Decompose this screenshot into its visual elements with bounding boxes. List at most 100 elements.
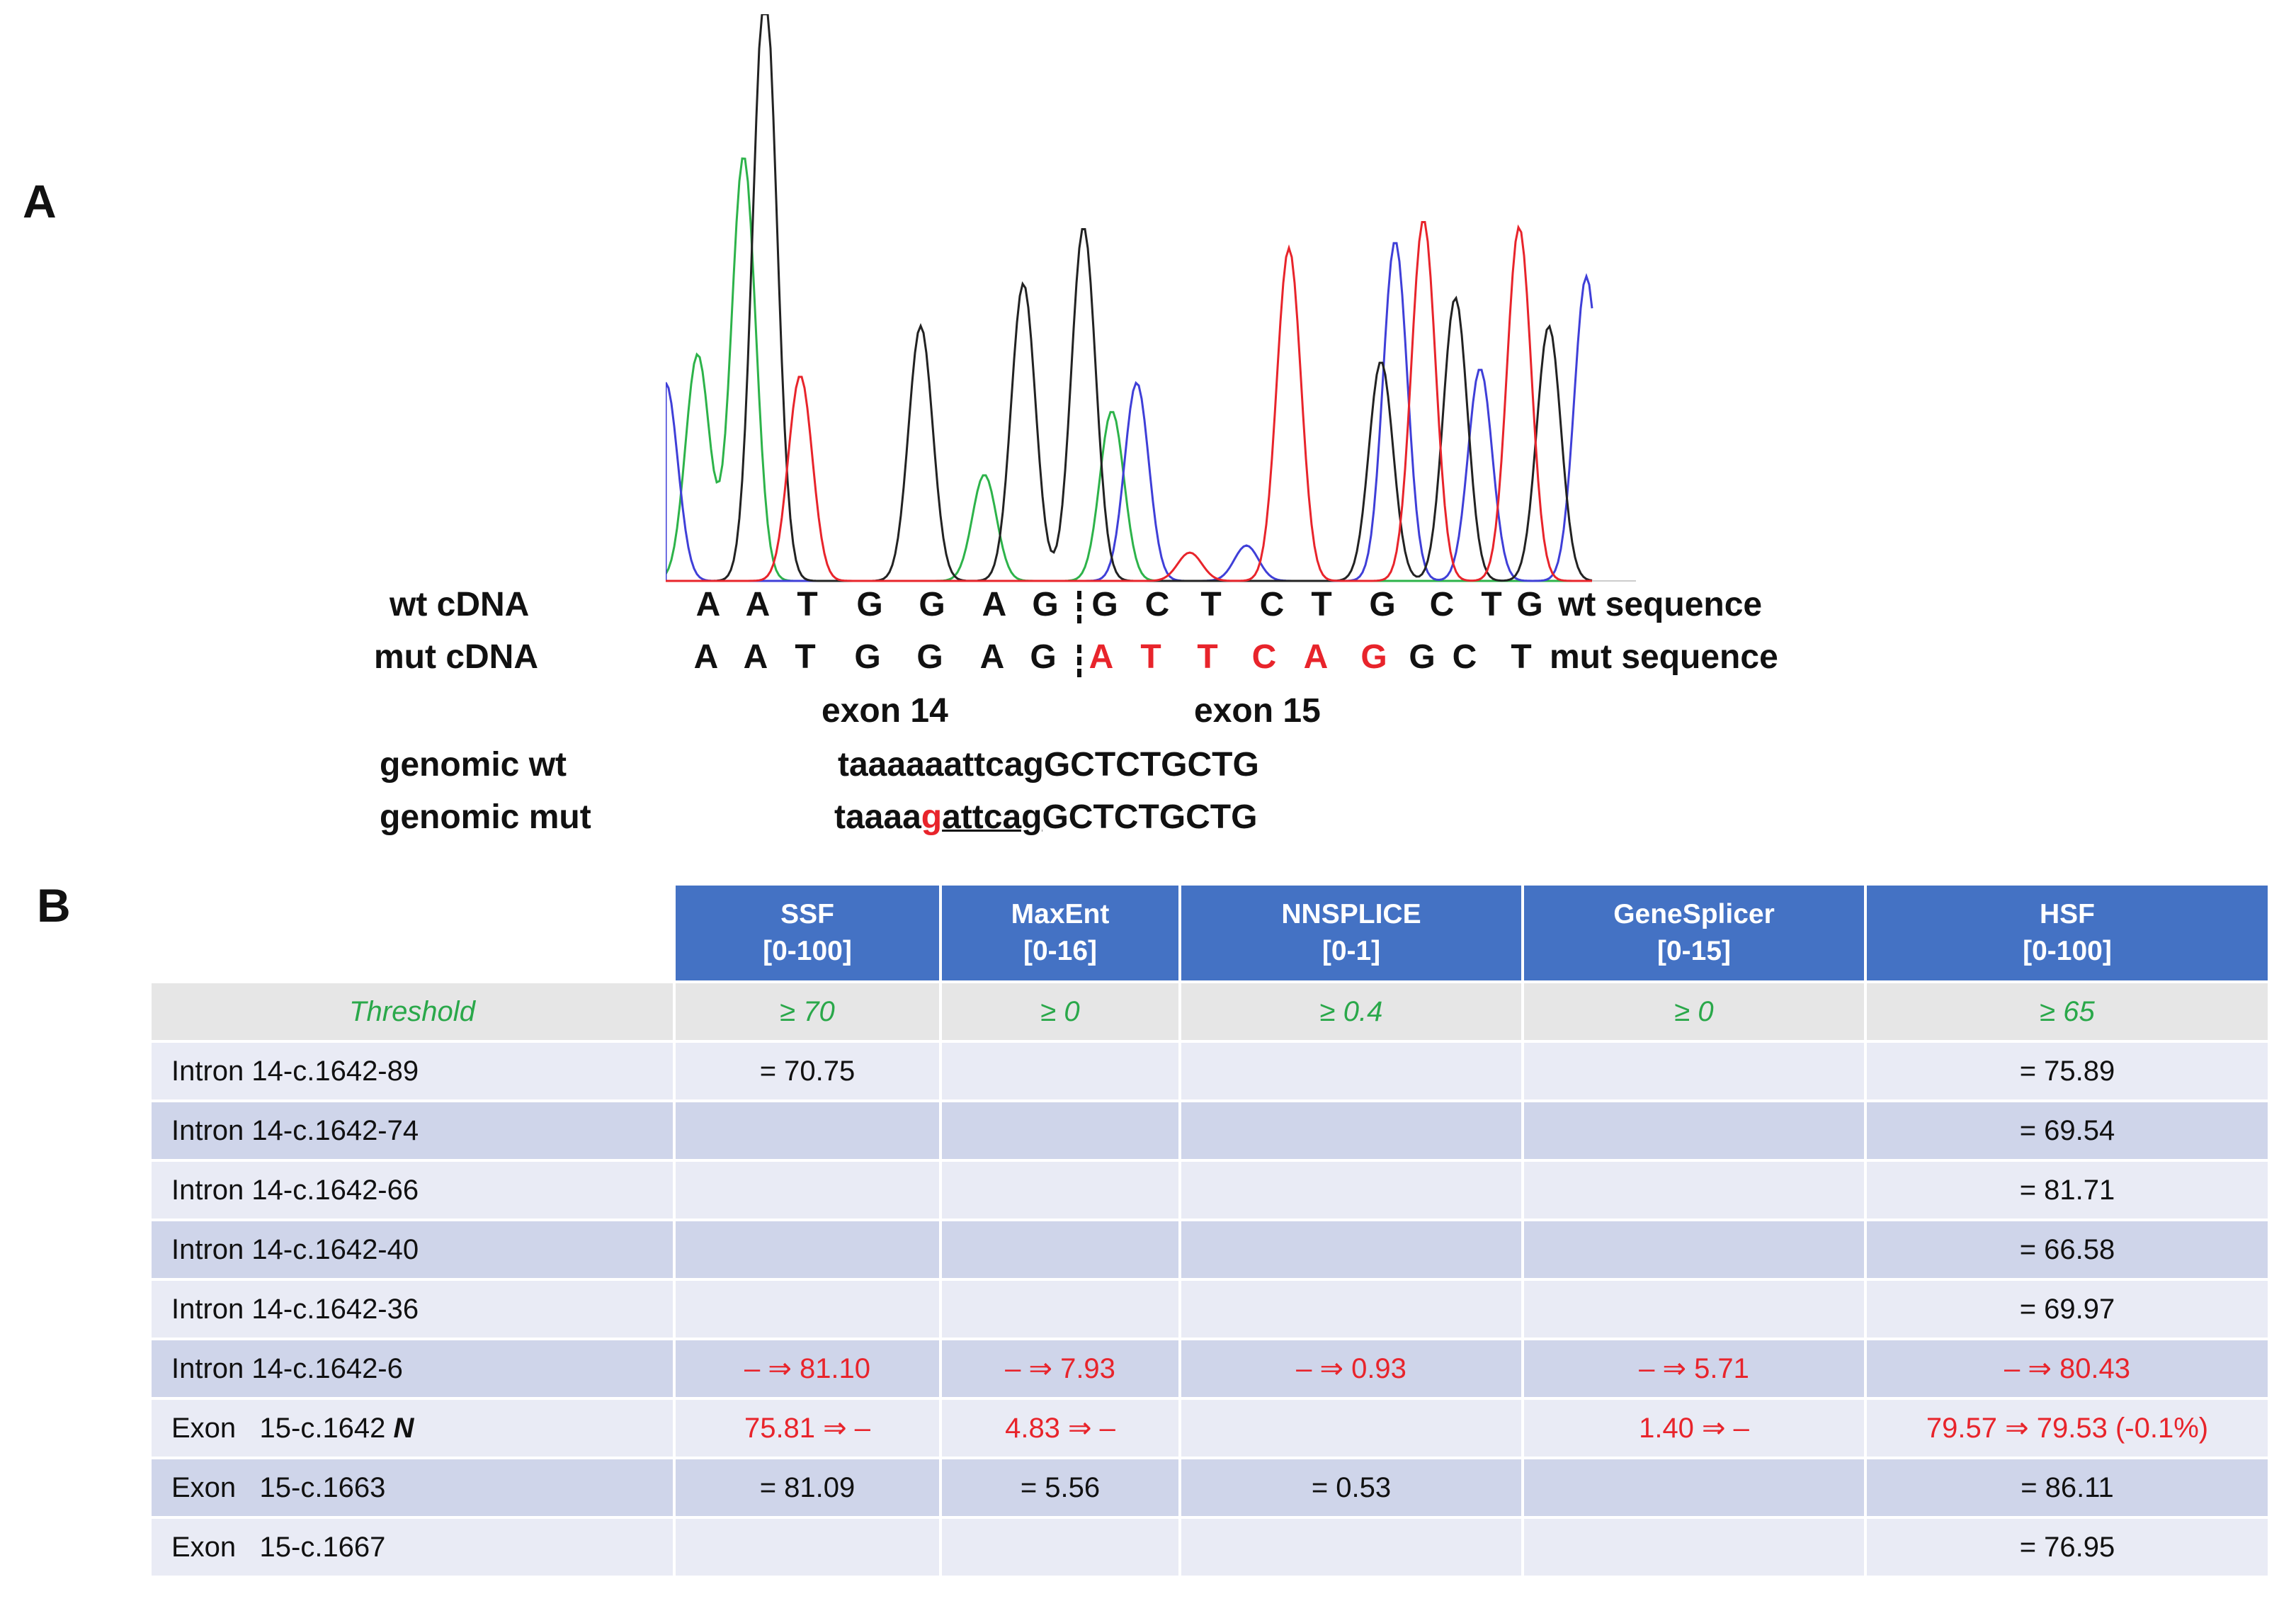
genomic-mut-label: genomic mut (380, 798, 591, 836)
wt-base: A (695, 586, 721, 623)
mut-base: T (795, 638, 816, 676)
genomic-mut-sequence: taaaagattcagGCTCTGCTG (834, 798, 1257, 837)
cell-nnsplice (1181, 1519, 1524, 1578)
cell-ssf: – ⇒ 81.10 (676, 1340, 942, 1400)
wt-base: C (1259, 586, 1285, 623)
wt-base: C (1144, 586, 1170, 623)
mut-base: A (1303, 638, 1329, 676)
row-label-text: Intron 14-c.1642-6 (171, 1352, 403, 1384)
table-row: Exon 15-c.1667 = 76.95 (152, 1519, 2271, 1578)
cell-genesplicer (1524, 1459, 1867, 1519)
splice-prediction-table: SSF [0-100] MaxEnt [0-16] NNSPLICE [0-1] Ge… (152, 886, 2271, 1578)
cell-nnsplice (1181, 1162, 1524, 1221)
cell-hsf: = 69.54 (1867, 1102, 2271, 1162)
cell-ssf (676, 1162, 942, 1221)
cell-nnsplice (1181, 1400, 1524, 1459)
cell-ssf (676, 1221, 942, 1281)
trace-t (666, 221, 1592, 582)
wt-base: C (1429, 586, 1455, 623)
table-header-row: SSF [0-100] MaxEnt [0-16] NNSPLICE [0-1] Ge… (152, 886, 2271, 983)
header-ssf: SSF [0-100] (676, 886, 942, 983)
cell-nnsplice (1181, 1102, 1524, 1162)
mut-base: T (1197, 638, 1218, 676)
table-row: Exon 15-c.1663 = 81.09 = 5.56 = 0.53 = 86.11 (152, 1459, 2271, 1519)
row-label: Intron 14-c.1642-36 (152, 1281, 676, 1340)
cell-ssf: = 70.75 (676, 1043, 942, 1102)
row-label: Intron 14-c.1642-74 (152, 1102, 676, 1162)
mut-base: G (1030, 638, 1057, 676)
row-label-text: Intron 14-c.1642-66 (171, 1174, 419, 1206)
table-row: Intron 14-c.1642-66 = 81.71 (152, 1162, 2271, 1221)
exon-14-label: exon 14 (822, 692, 948, 730)
row-label-text: Intron 14-c.1642-74 (171, 1114, 419, 1146)
threshold-ssf: ≥ 70 (676, 983, 942, 1043)
cell-genesplicer: 1.40 ⇒ – (1524, 1400, 1867, 1459)
threshold-label: Threshold (152, 983, 676, 1043)
cell-hsf: = 86.11 (1867, 1459, 2271, 1519)
table-row: Exon 15-c.1642 N 75.81 ⇒ –4.83 ⇒ –1.40 ⇒ … (152, 1400, 2271, 1459)
mut-base: G (916, 638, 943, 676)
row-flag: N (393, 1412, 414, 1444)
mut-base: T (1140, 638, 1161, 676)
cell-maxent: 4.83 ⇒ – (942, 1400, 1181, 1459)
threshold-nnsplice: ≥ 0.4 (1181, 983, 1524, 1043)
mut-base: G (1409, 638, 1436, 676)
wt-base: G (1032, 586, 1059, 623)
cell-hsf: = 76.95 (1867, 1519, 2271, 1578)
mut-base: A (1089, 638, 1114, 676)
header-nnsplice: NNSPLICE [0-1] (1181, 886, 1524, 983)
cell-genesplicer (1524, 1162, 1867, 1221)
mut-base: C (1251, 638, 1277, 676)
trace-g (666, 14, 1593, 582)
row-label: Exon 15-c.1667 (152, 1519, 676, 1578)
wt-base: T (1481, 586, 1502, 623)
panel-a-label: A (23, 175, 57, 227)
trace-a (666, 157, 1592, 582)
cell-maxent (942, 1043, 1181, 1102)
cell-genesplicer: – ⇒ 5.71 (1524, 1340, 1867, 1400)
row-label: Intron 14-c.1642-6 (152, 1340, 676, 1400)
row-label-text: Intron 14-c.1642-89 (171, 1055, 419, 1087)
wt-base: G (1369, 586, 1396, 623)
row-label: Intron 14-c.1642-40 (152, 1221, 676, 1281)
chromatogram-traces (666, 14, 1593, 582)
row-label: Exon 15-c.1642 N (152, 1400, 676, 1459)
mut-base: T (1511, 638, 1532, 676)
cell-maxent (942, 1221, 1181, 1281)
row-label-text: Intron 14-c.1642-36 (171, 1293, 419, 1325)
cell-genesplicer (1524, 1102, 1867, 1162)
threshold-maxent: ≥ 0 (942, 983, 1181, 1043)
wt-base: G (856, 586, 883, 623)
mut-base: G (854, 638, 881, 676)
cell-nnsplice: = 0.53 (1181, 1459, 1524, 1519)
wt-base: T (797, 586, 818, 623)
mut-sequence-label: mut sequence (1550, 638, 1778, 676)
genomic-wt-sequence: taaaaaattcagGCTCTGCTG (838, 746, 1259, 784)
table-row: Intron 14-c.1642-40 = 66.58 (152, 1221, 2271, 1281)
wt-base: G (1516, 586, 1543, 623)
cell-genesplicer (1524, 1281, 1867, 1340)
mut-base: C (1452, 638, 1477, 676)
row-label-text: Exon 15-c.1667 (171, 1531, 386, 1563)
cell-ssf: = 81.09 (676, 1459, 942, 1519)
cell-nnsplice (1181, 1221, 1524, 1281)
header-maxent: MaxEnt [0-16] (942, 886, 1181, 983)
cell-ssf (676, 1102, 942, 1162)
cell-ssf (676, 1281, 942, 1340)
cell-maxent (942, 1102, 1181, 1162)
cell-hsf: = 66.58 (1867, 1221, 2271, 1281)
row-label-text: Exon 15-c.1642 (171, 1412, 386, 1444)
cell-hsf: = 81.71 (1867, 1162, 2271, 1221)
cell-nnsplice (1181, 1043, 1524, 1102)
mut-exon-junction (1077, 645, 1081, 677)
table-row: Intron 14-c.1642-36 = 69.97 (152, 1281, 2271, 1340)
wt-cdna-label: wt cDNA (390, 586, 530, 623)
exon-15-label: exon 15 (1194, 692, 1321, 730)
wt-base: A (982, 586, 1007, 623)
wt-base: G (919, 586, 945, 623)
wt-sequence-label: wt sequence (1558, 586, 1763, 623)
cell-genesplicer (1524, 1519, 1867, 1578)
cell-ssf (676, 1519, 942, 1578)
cell-genesplicer (1524, 1043, 1867, 1102)
wt-base: G (1091, 586, 1118, 623)
